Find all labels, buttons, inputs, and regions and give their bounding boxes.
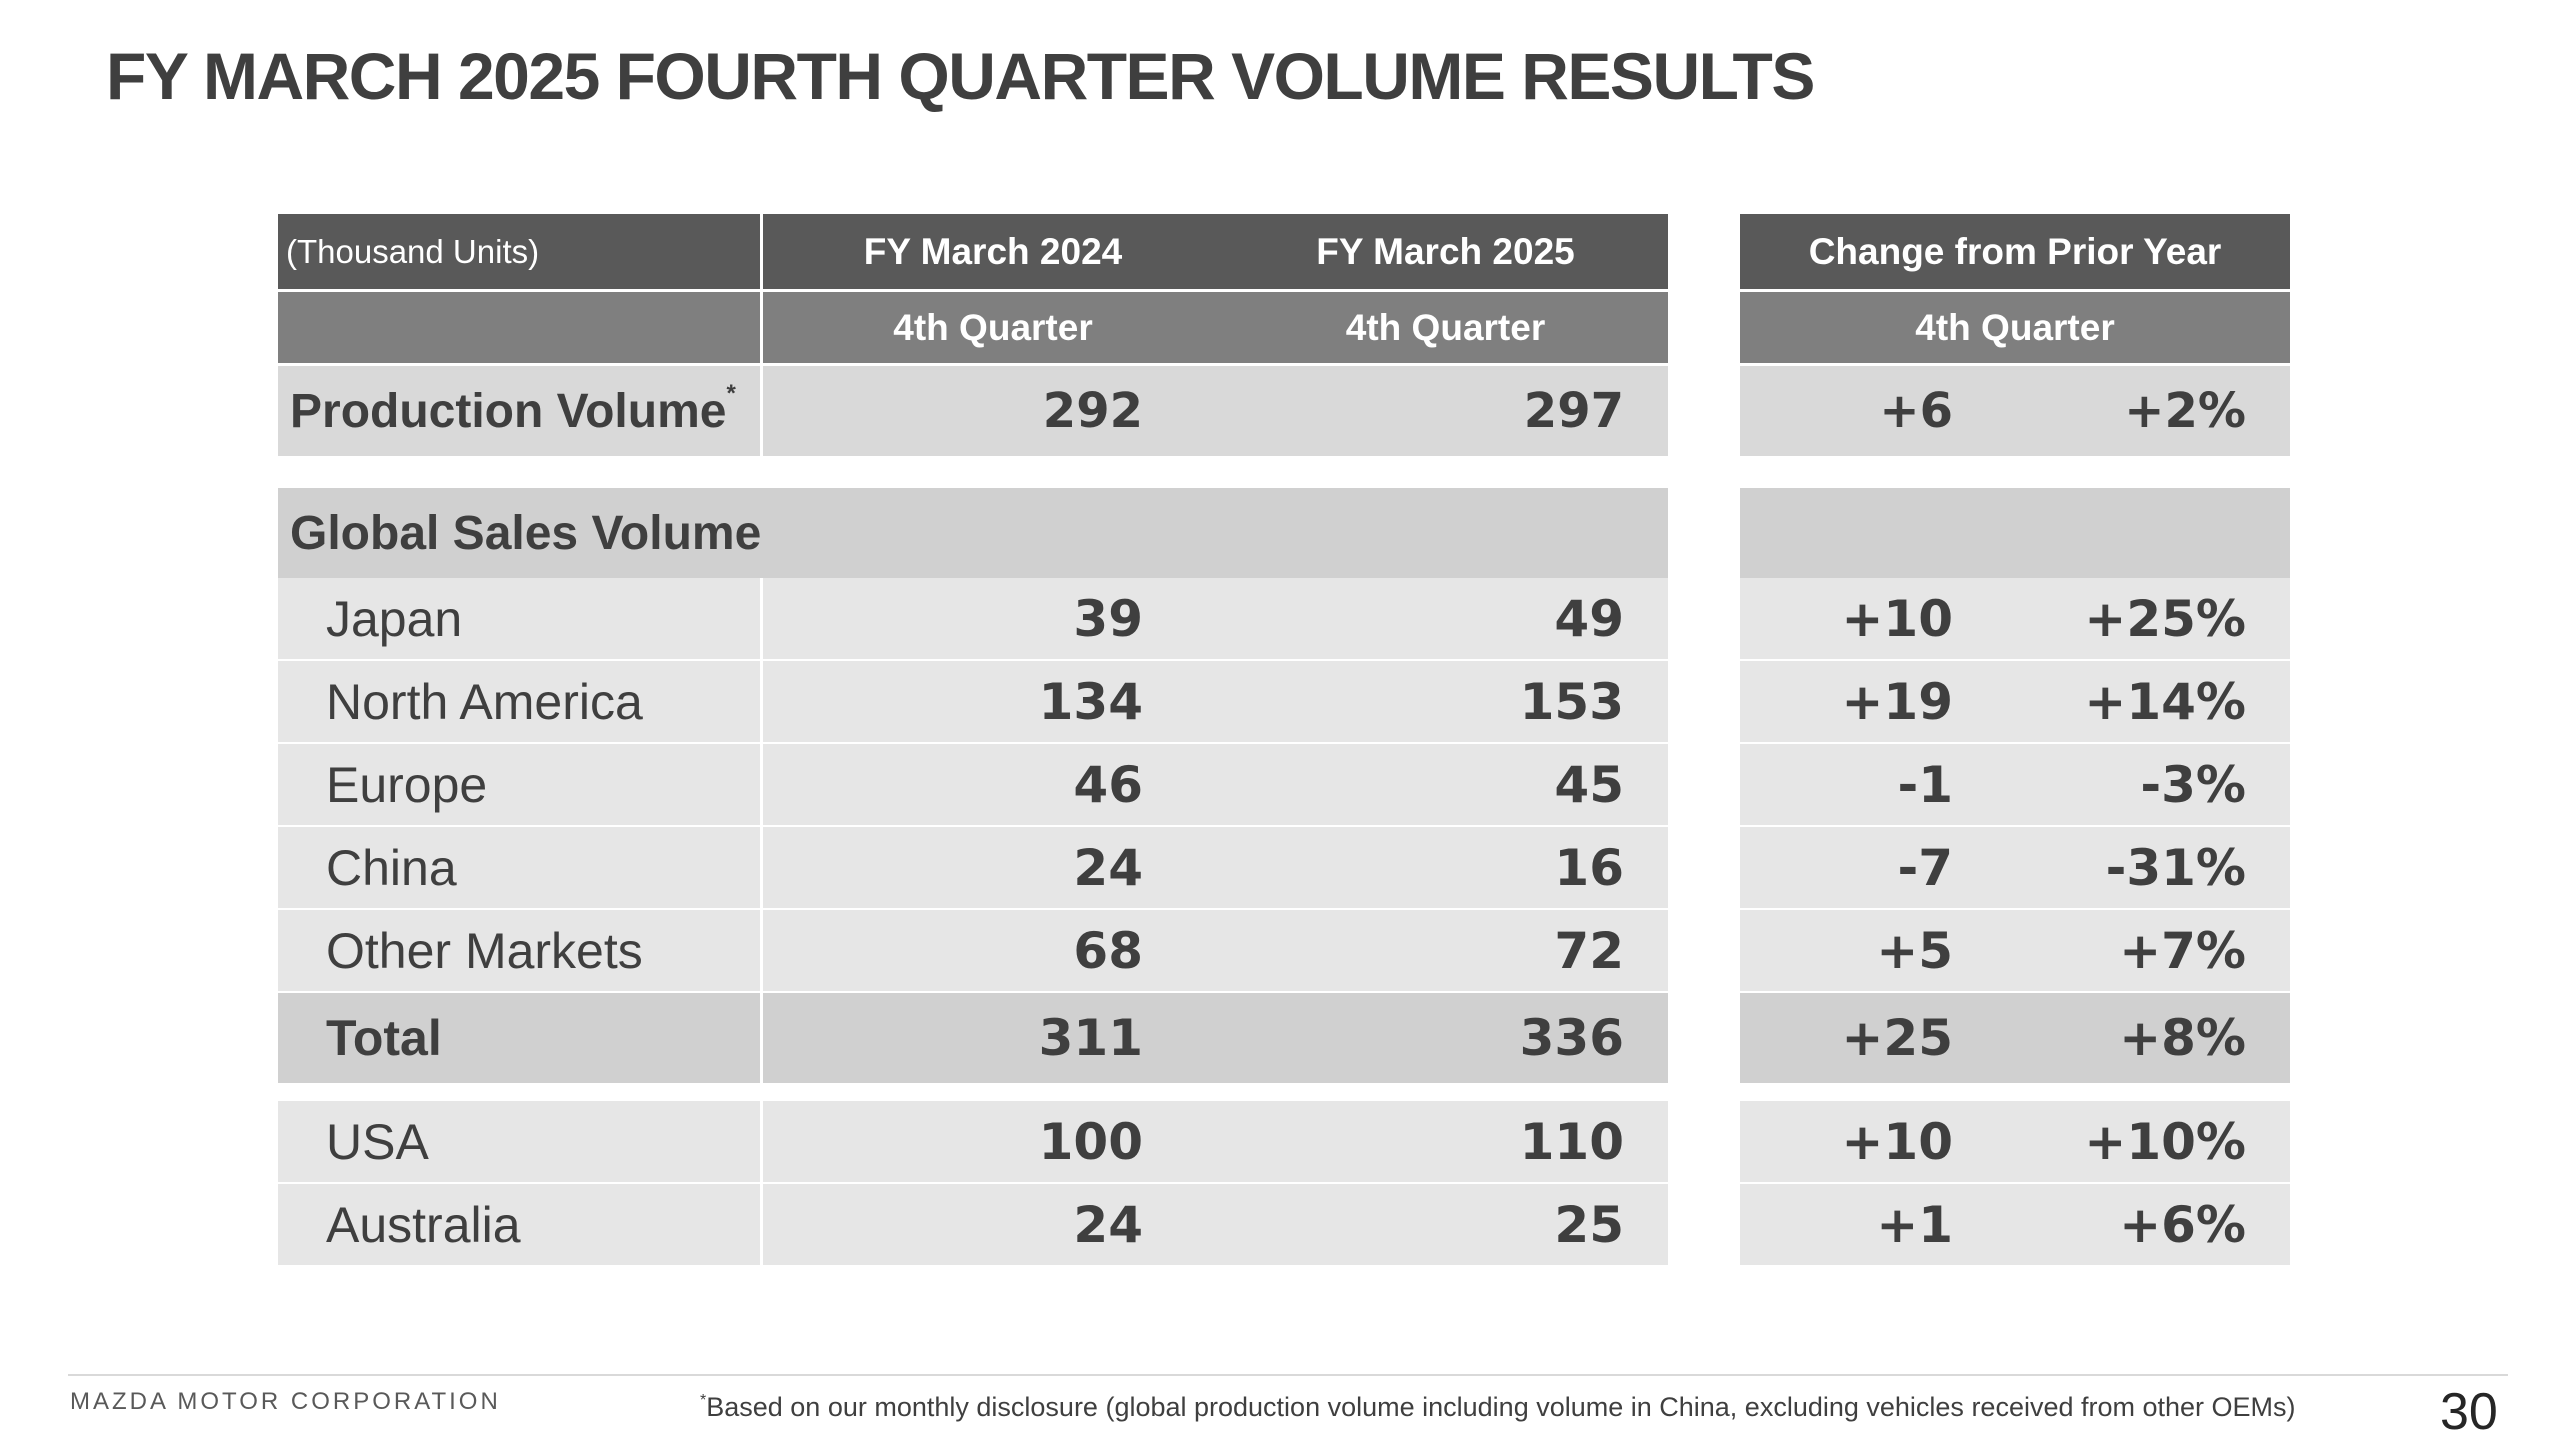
fy2025-value: 72 (1223, 910, 1668, 993)
global-sales-label: Global Sales Volume (278, 488, 1668, 578)
table-row: +1 +6% (1740, 1184, 2290, 1267)
table-row: -1 -3% (1740, 744, 2290, 827)
footnote-text: Based on our monthly disclosure (global … (706, 1392, 2296, 1422)
production-change-row: +6 +2% (1740, 366, 2290, 456)
change-percent: +8% (2015, 993, 2290, 1083)
fy2024-value: 39 (763, 578, 1223, 661)
change-quarter-header: 4th Quarter (1740, 292, 2290, 366)
fy2024-header: FY March 2024 (763, 214, 1223, 292)
change-percent: -3% (2015, 744, 2290, 827)
change-value: -1 (1740, 744, 2015, 827)
footnote-marker: * (700, 1392, 707, 1409)
table-row: China 24 16 (278, 827, 1668, 910)
fy2025-value: 25 (1223, 1184, 1668, 1267)
change-header: Change from Prior Year (1740, 214, 2290, 292)
fy2025-value: 49 (1223, 578, 1668, 661)
change-header-row: Change from Prior Year (1740, 214, 2290, 292)
global-sales-change-header (1740, 488, 2290, 578)
fy2024-value: 46 (763, 744, 1223, 827)
change-value: -7 (1740, 827, 2015, 910)
change-value: +10 (1740, 1101, 2015, 1184)
table-subheader-row: 4th Quarter 4th Quarter (278, 292, 1668, 366)
production-fy2024: 292 (763, 366, 1223, 456)
change-value: +5 (1740, 910, 2015, 993)
total-fy2025: 336 (1223, 993, 1668, 1083)
total-change-row: +25 +8% (1740, 993, 2290, 1083)
page-number: 30 (2440, 1383, 2498, 1441)
region-label: Japan (278, 578, 763, 661)
table-row: +5 +7% (1740, 910, 2290, 993)
region-label: China (278, 827, 763, 910)
production-fy2025: 297 (1223, 366, 1668, 456)
fy2024-value: 24 (763, 1184, 1223, 1267)
table-row: +19 +14% (1740, 661, 2290, 744)
footnote: *Based on our monthly disclosure (global… (700, 1392, 2296, 1423)
table-row: -7 -31% (1740, 827, 2290, 910)
table-row: Europe 46 45 (278, 744, 1668, 827)
global-sales-header-row: Global Sales Volume (278, 488, 1668, 578)
change-percent: -31% (2015, 827, 2290, 910)
table-row: USA 100 110 (278, 1101, 1668, 1184)
table-row: Australia 24 25 (278, 1184, 1668, 1267)
change-percent: +2% (2015, 366, 2290, 456)
table-row: +10 +25% (1740, 578, 2290, 661)
footer-divider (68, 1374, 2508, 1376)
change-percent: +14% (2015, 661, 2290, 744)
change-value: +1 (1740, 1184, 2015, 1267)
fy2024-value: 68 (763, 910, 1223, 993)
production-label: Production Volume* (278, 366, 763, 456)
footnote-marker: * (726, 379, 736, 407)
table-header-row: (Thousand Units) FY March 2024 FY March … (278, 214, 1668, 292)
region-label: USA (278, 1101, 763, 1184)
total-label: Total (278, 993, 763, 1083)
change-percent: +10% (2015, 1101, 2290, 1184)
fy2025-value: 16 (1223, 827, 1668, 910)
fy2025-value: 153 (1223, 661, 1668, 744)
units-label: (Thousand Units) (278, 214, 763, 292)
region-label: North America (278, 661, 763, 744)
change-value: +6 (1740, 366, 2015, 456)
total-row: Total 311 336 (278, 993, 1668, 1083)
table-row: Japan 39 49 (278, 578, 1668, 661)
fy2024-value: 134 (763, 661, 1223, 744)
page-title: FY MARCH 2025 FOURTH QUARTER VOLUME RESU… (106, 39, 1815, 113)
production-row: Production Volume* 292 297 (278, 366, 1668, 456)
region-label: Europe (278, 744, 763, 827)
fy2024-value: 100 (763, 1101, 1223, 1184)
change-table: Change from Prior Year 4th Quarter +6 +2… (1740, 214, 2290, 1267)
change-value: +19 (1740, 661, 2015, 744)
change-percent: +6% (2015, 1184, 2290, 1267)
change-percent: +25% (2015, 578, 2290, 661)
total-fy2024: 311 (763, 993, 1223, 1083)
fy2025-value: 45 (1223, 744, 1668, 827)
fy2024-quarter-header: 4th Quarter (763, 292, 1223, 366)
table-row: North America 134 153 (278, 661, 1668, 744)
change-subheader-row: 4th Quarter (1740, 292, 2290, 366)
change-value: +25 (1740, 993, 2015, 1083)
change-percent: +7% (2015, 910, 2290, 993)
region-label: Other Markets (278, 910, 763, 993)
fy2025-quarter-header: 4th Quarter (1223, 292, 1668, 366)
company-name: MAZDA MOTOR CORPORATION (70, 1388, 501, 1415)
table-row: +10 +10% (1740, 1101, 2290, 1184)
volume-table: (Thousand Units) FY March 2024 FY March … (278, 214, 1668, 1267)
subheader-empty (278, 292, 763, 366)
region-label: Australia (278, 1184, 763, 1267)
fy2025-value: 110 (1223, 1101, 1668, 1184)
change-value: +10 (1740, 578, 2015, 661)
fy2025-header: FY March 2025 (1223, 214, 1668, 292)
table-row: Other Markets 68 72 (278, 910, 1668, 993)
fy2024-value: 24 (763, 827, 1223, 910)
